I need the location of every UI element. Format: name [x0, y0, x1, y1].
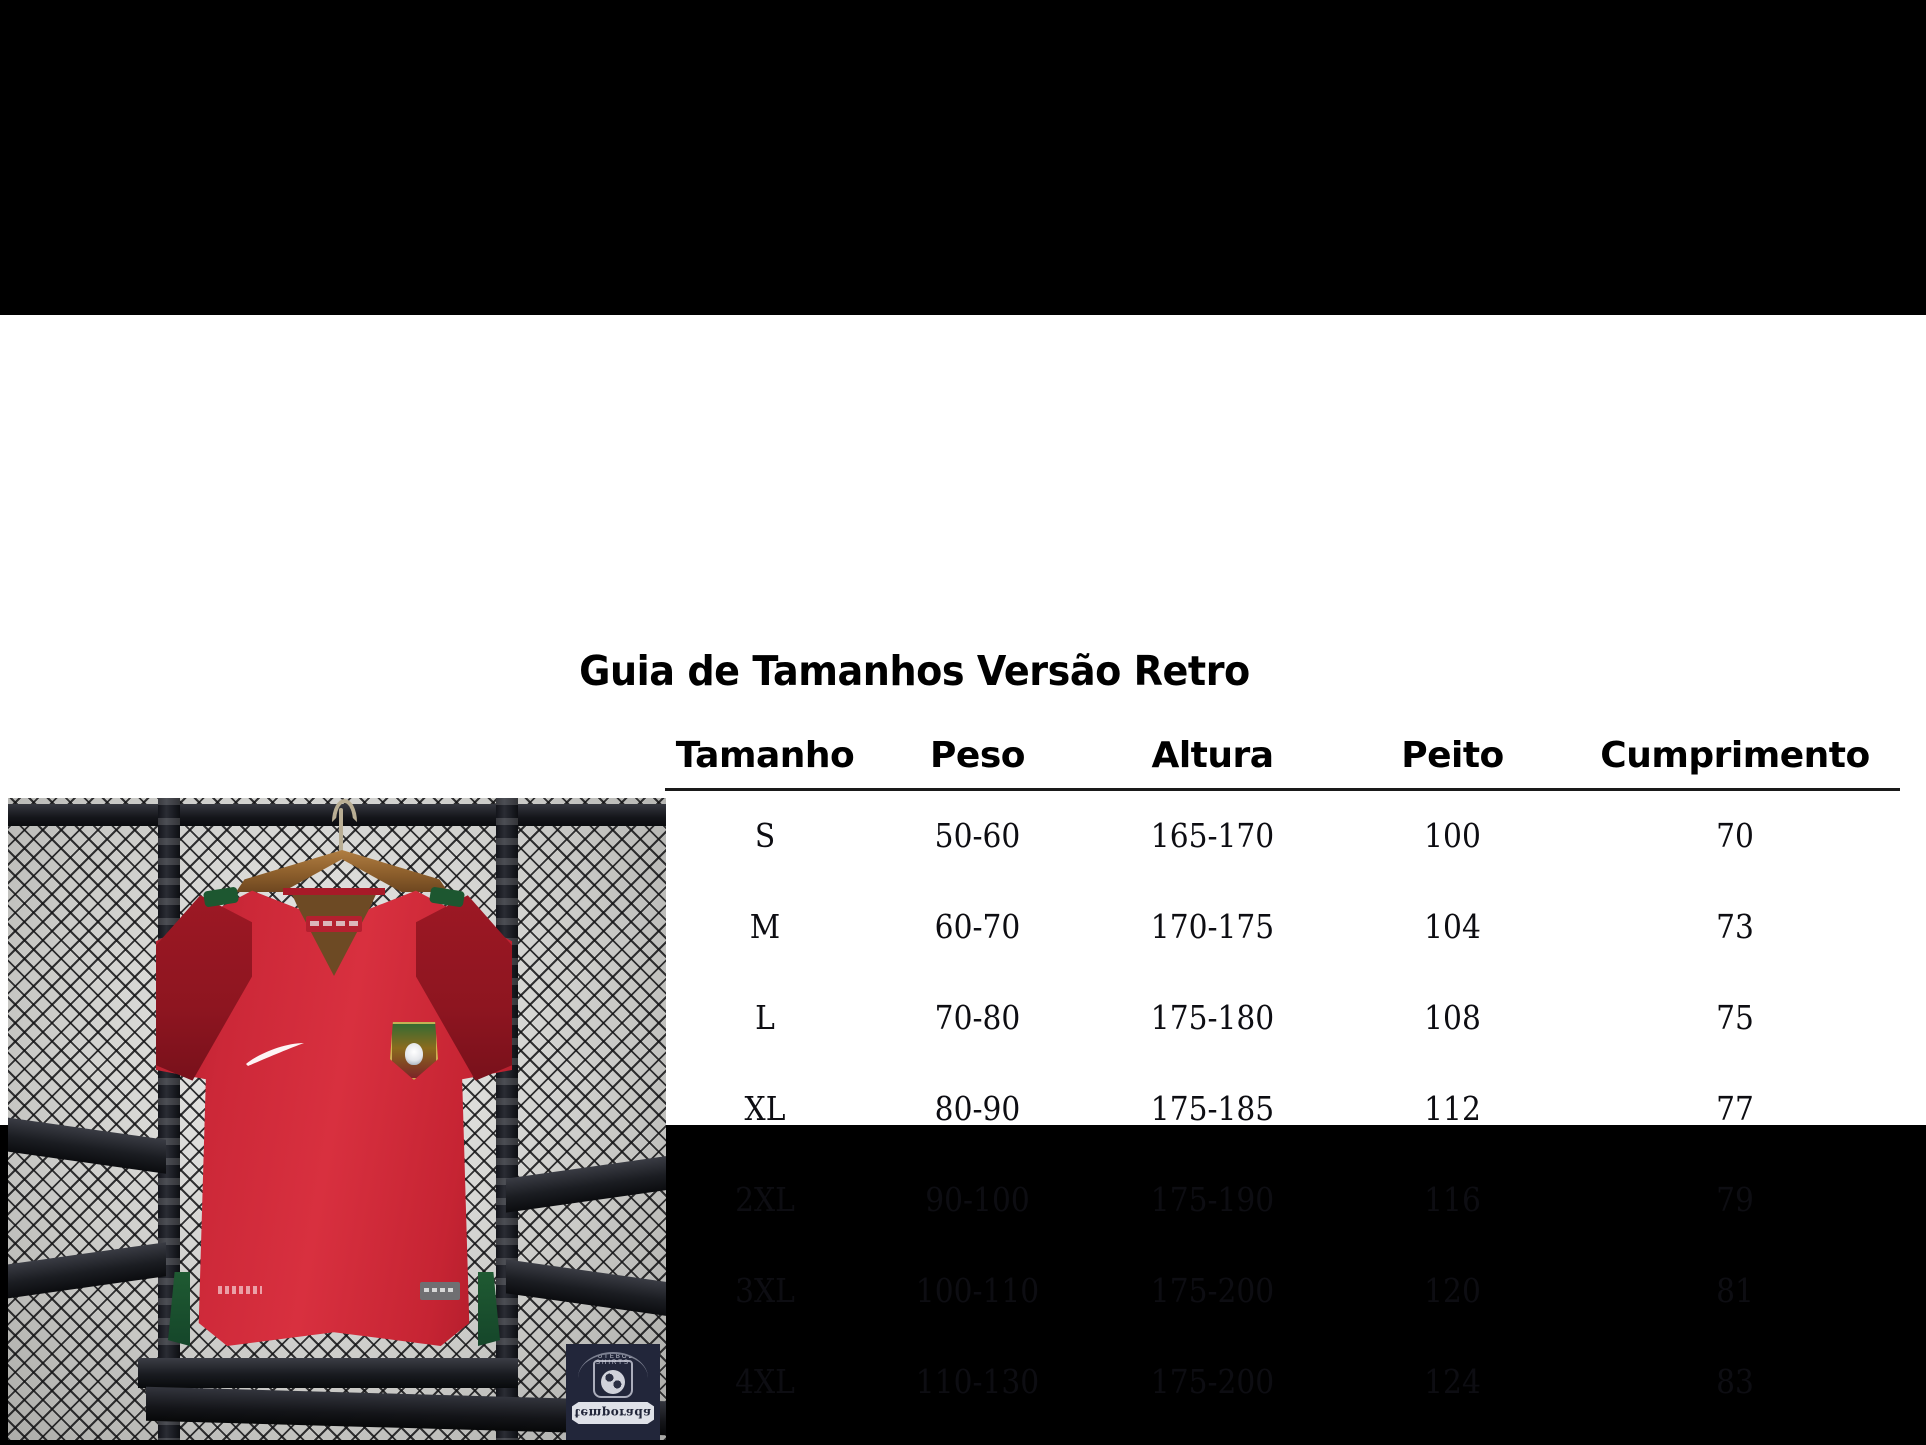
jersey-hem-tag	[420, 1282, 460, 1300]
table-row: 4XL 110-130 175-200 124 83	[665, 1336, 1900, 1427]
jersey-hem-insert-left	[168, 1272, 190, 1346]
cell-tamanho: M	[749, 906, 781, 946]
jersey-collar-trim	[283, 888, 385, 980]
cell-peso: 50-60	[934, 816, 1021, 856]
cell-altura: 175-200	[1150, 1361, 1275, 1401]
size-chart-body: S 50-60 165-170 100 70 M 60-70 170-175 1…	[665, 790, 1900, 1427]
watermark-arc-text: FUTEBOL SHIRTS	[578, 1352, 648, 1378]
cell-tamanho: 3XL	[735, 1270, 795, 1310]
cell-altura: 170-175	[1150, 906, 1275, 946]
cell-cumprimento: 81	[1716, 1270, 1754, 1310]
jersey-hem-insert-right	[478, 1272, 500, 1346]
cell-tamanho: L	[755, 997, 775, 1037]
drifit-print	[218, 1286, 262, 1294]
cell-cumprimento: 77	[1716, 1088, 1754, 1128]
table-row: L 70-80 175-180 108 75	[665, 972, 1900, 1063]
nike-swoosh-icon	[244, 1042, 306, 1068]
cell-peito: 108	[1424, 997, 1481, 1037]
letterbox-top	[0, 0, 1926, 315]
size-chart: Tamanho Peso Altura Peito Cumprimento S …	[665, 735, 1918, 1427]
watermark-badge: FUTEBOL SHIRTS temporada	[566, 1344, 660, 1440]
cell-cumprimento: 83	[1716, 1361, 1754, 1401]
watermark-soccer-ball-icon	[601, 1370, 625, 1394]
cell-altura: 175-185	[1150, 1088, 1275, 1128]
shelf-base-upper	[138, 1358, 518, 1388]
table-row: 3XL 100-110 175-200 120 81	[665, 1245, 1900, 1336]
cell-peso: 60-70	[934, 906, 1021, 946]
size-chart-table: Tamanho Peso Altura Peito Cumprimento S …	[665, 735, 1900, 1427]
cell-peso: 100-110	[915, 1270, 1040, 1310]
column-header-cumprimento: Cumprimento	[1600, 735, 1870, 776]
column-header-peito: Peito	[1401, 735, 1504, 776]
cell-peito: 124	[1424, 1361, 1481, 1401]
table-row: M 60-70 170-175 104 73	[665, 881, 1900, 972]
cell-peito: 112	[1424, 1088, 1481, 1128]
cell-peso: 90-100	[925, 1179, 1030, 1219]
cell-peso: 80-90	[934, 1088, 1021, 1128]
cell-altura: 175-200	[1150, 1270, 1275, 1310]
cell-peito: 120	[1424, 1270, 1481, 1310]
product-photo[interactable]: FUTEBOL SHIRTS temporada	[8, 798, 666, 1440]
page-title: Guia de Tamanhos Versão Retro	[579, 647, 1250, 695]
hanger-hook-icon	[332, 799, 357, 852]
size-chart-header: Tamanho Peso Altura Peito Cumprimento	[665, 735, 1900, 790]
cell-cumprimento: 70	[1716, 816, 1754, 856]
cell-tamanho: 4XL	[735, 1361, 795, 1401]
size-guide-panel: Guia de Tamanhos Versão Retro	[0, 315, 1926, 1440]
cell-cumprimento: 73	[1716, 906, 1754, 946]
watermark-banner-text: temporada	[572, 1402, 654, 1424]
jersey-neck-label	[306, 916, 362, 932]
cell-tamanho: S	[754, 816, 776, 856]
table-row: 2XL 90-100 175-190 116 79	[665, 1154, 1900, 1245]
cell-tamanho: 2XL	[735, 1179, 795, 1219]
cell-altura: 175-180	[1150, 997, 1275, 1037]
cell-peso: 70-80	[934, 997, 1021, 1037]
cell-peso: 110-130	[915, 1361, 1040, 1401]
cell-altura: 175-190	[1150, 1179, 1275, 1219]
cell-altura: 165-170	[1150, 816, 1275, 856]
column-header-peso: Peso	[930, 735, 1025, 776]
column-header-altura: Altura	[1151, 735, 1274, 776]
cell-cumprimento: 79	[1716, 1179, 1754, 1219]
jersey-graphic	[156, 886, 512, 1346]
table-row: S 50-60 165-170 100 70	[665, 790, 1900, 881]
cell-cumprimento: 75	[1716, 997, 1754, 1037]
column-header-tamanho: Tamanho	[675, 735, 855, 776]
header-row: Tamanho Peso Altura Peito Cumprimento	[665, 735, 1900, 790]
cell-peito: 100	[1424, 816, 1481, 856]
watermark-shirt-icon	[593, 1360, 633, 1398]
table-row: XL 80-90 175-185 112 77	[665, 1063, 1900, 1154]
cell-peito: 104	[1424, 906, 1481, 946]
cell-peito: 116	[1424, 1179, 1481, 1219]
cell-tamanho: XL	[744, 1088, 786, 1128]
